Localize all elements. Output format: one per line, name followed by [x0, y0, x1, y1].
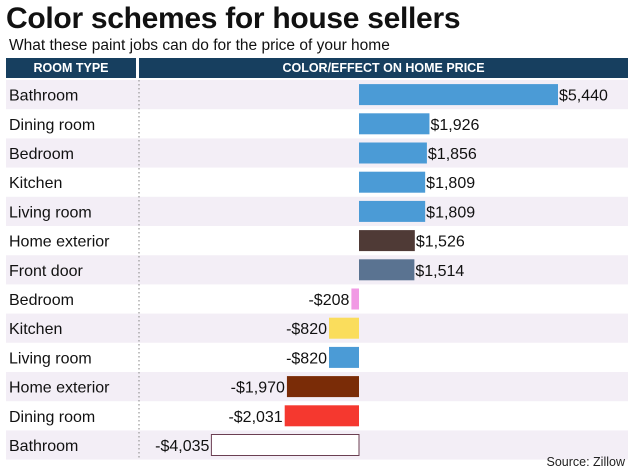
category-label: Kitchen — [9, 175, 62, 192]
value-label: $5,440 — [559, 88, 608, 105]
bar — [286, 376, 359, 398]
bar — [359, 142, 427, 164]
category-label: Front door — [9, 263, 83, 280]
value-label: $1,926 — [430, 117, 479, 134]
chart-title: Color schemes for house sellers — [6, 2, 461, 35]
bar — [359, 259, 415, 281]
bar — [359, 171, 426, 193]
value-label: -$208 — [308, 292, 349, 309]
value-label: -$4,035 — [155, 438, 209, 455]
value-label: -$820 — [286, 350, 327, 367]
bar — [329, 346, 359, 368]
value-label: $1,514 — [415, 263, 464, 280]
category-label: Bedroom — [9, 146, 74, 163]
category-label: Bathroom — [9, 88, 78, 105]
effect-header: COLOR/EFFECT ON HOME PRICE — [139, 58, 628, 78]
category-label: Living room — [9, 350, 92, 367]
value-label: $1,809 — [426, 175, 475, 192]
bar — [351, 288, 359, 310]
category-label: Dining room — [9, 117, 95, 134]
bar — [359, 113, 430, 135]
category-label: Dining room — [9, 409, 95, 426]
category-label: Kitchen — [9, 321, 62, 338]
bar — [329, 317, 359, 339]
category-label: Home exterior — [9, 380, 110, 397]
category-label: Living room — [9, 204, 92, 221]
value-label: $1,856 — [428, 146, 477, 163]
category-label: Home exterior — [9, 234, 110, 251]
room-type-header: ROOM TYPE — [6, 58, 136, 78]
row-band — [6, 313, 628, 343]
source-note: Source: Zillow — [546, 455, 626, 469]
row-band — [6, 196, 628, 226]
category-label: Bathroom — [9, 438, 78, 455]
bar — [359, 230, 415, 252]
bar — [359, 200, 426, 222]
value-label: $1,526 — [416, 234, 465, 251]
bar — [359, 84, 558, 106]
value-label: $1,809 — [426, 204, 475, 221]
value-label: -$1,970 — [231, 380, 285, 397]
row-band — [6, 255, 628, 285]
bar — [210, 434, 360, 456]
row-band — [6, 138, 628, 168]
chart-subtitle: What these paint jobs can do for the pri… — [9, 37, 390, 54]
value-label: -$2,031 — [228, 409, 282, 426]
category-label: Bedroom — [9, 292, 74, 309]
bar — [284, 405, 359, 427]
value-label: -$820 — [286, 321, 327, 338]
